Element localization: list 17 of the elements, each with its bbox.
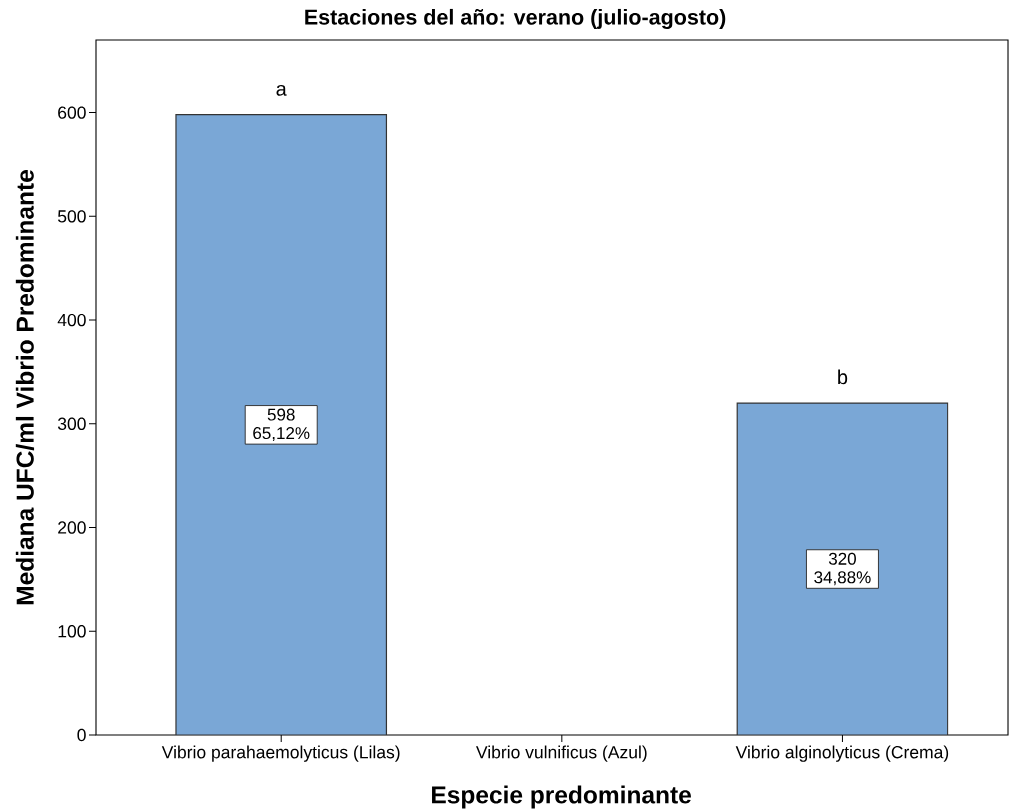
data-label: 598 65,12% [253,408,310,442]
annotation: a [276,84,287,96]
y-axis-title: Mediana UFC/ml Vibrio Predominante [15,170,35,605]
y-tick-label: 0 [77,728,86,742]
y-tick-label: 200 [58,521,86,534]
y-tick-label: 500 [57,210,86,223]
x-tick-label: Vibrio vulnificus (Azul) [475,745,647,762]
x-tick-label: Vibrio parahaemolyticus (Lilas) [161,745,400,762]
y-tick-label: 100 [58,625,86,638]
x-axis-title: Especie predominante [432,785,691,809]
y-tick-label: 400 [57,313,86,327]
y-tick-label: 300 [57,417,86,430]
x-tick-label: Vibrio alginolyticus (Crema) [735,745,949,762]
annotation: b [838,369,848,385]
chart-title: Estaciones del año: verano (julio-agosto) [305,8,726,30]
y-tick-label: 600 [58,106,86,119]
data-label: 320 34,88% [814,552,871,586]
